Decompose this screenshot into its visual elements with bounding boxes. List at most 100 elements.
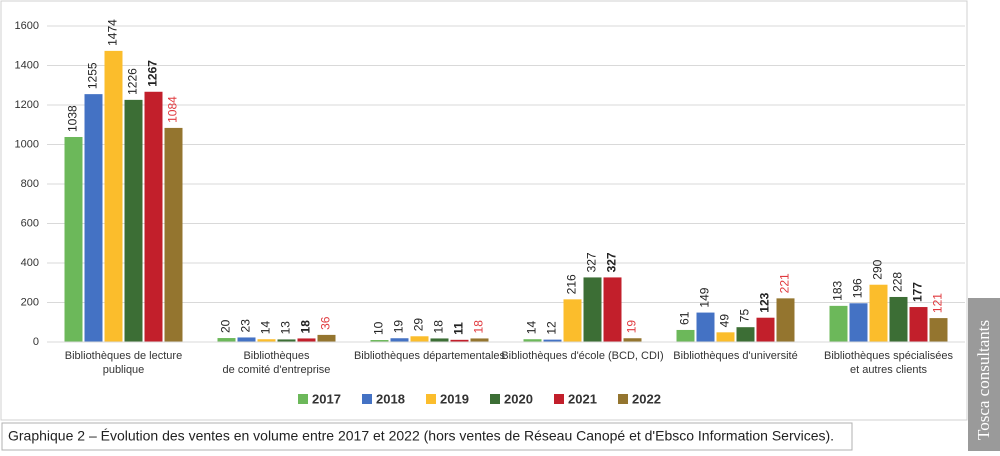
value-label: 75 xyxy=(738,309,752,323)
value-label: 1474 xyxy=(106,19,120,46)
value-label: 121 xyxy=(931,293,945,313)
legend-swatch xyxy=(298,394,308,404)
value-label: 1226 xyxy=(126,68,140,95)
legend-label: 2018 xyxy=(376,391,405,406)
bar xyxy=(696,312,715,342)
bar xyxy=(583,277,602,342)
x-tick-label: de comité d'entreprise xyxy=(223,364,331,376)
value-label: 221 xyxy=(778,273,792,293)
value-label: 14 xyxy=(525,321,539,335)
y-tick-label: 800 xyxy=(21,178,39,190)
x-tick-label: et autres clients xyxy=(850,364,928,376)
value-label: 12 xyxy=(545,321,559,335)
bar xyxy=(470,338,489,342)
y-tick-label: 1000 xyxy=(15,138,39,150)
legend-label: 2017 xyxy=(312,391,341,406)
value-label: 18 xyxy=(299,320,313,334)
value-label: 23 xyxy=(239,319,253,333)
bar xyxy=(776,298,795,342)
value-label: 29 xyxy=(412,318,426,332)
bar xyxy=(64,136,83,342)
x-tick-label: Bibliothèques d'université xyxy=(673,350,797,362)
bar xyxy=(736,327,755,342)
x-tick-label: Bibliothèques spécialisées xyxy=(824,350,954,362)
legend-swatch xyxy=(426,394,436,404)
value-label: 49 xyxy=(718,314,732,328)
bar xyxy=(297,338,316,342)
value-label: 327 xyxy=(605,252,619,272)
value-label: 183 xyxy=(831,281,845,301)
x-tick-label: Bibliothèques départementales xyxy=(354,350,506,362)
bar xyxy=(543,339,562,342)
bar xyxy=(164,127,183,342)
y-tick-label: 0 xyxy=(33,336,39,348)
bar xyxy=(849,303,868,342)
legend-label: 2022 xyxy=(632,391,661,406)
x-tick-label: publique xyxy=(103,364,145,376)
bar xyxy=(317,334,336,342)
legend-swatch xyxy=(490,394,500,404)
legend-swatch xyxy=(618,394,628,404)
value-label: 1038 xyxy=(66,105,80,132)
bar xyxy=(523,339,542,342)
bar xyxy=(869,284,888,342)
legend-swatch xyxy=(362,394,372,404)
bar xyxy=(124,99,143,343)
value-label: 61 xyxy=(678,311,692,325)
bar xyxy=(217,338,236,342)
bar xyxy=(889,296,908,342)
value-label: 149 xyxy=(698,287,712,307)
bar xyxy=(390,338,409,342)
bar xyxy=(929,318,948,342)
bar xyxy=(144,91,163,342)
bar xyxy=(430,338,449,342)
value-label: 11 xyxy=(452,322,466,335)
legend-swatch xyxy=(554,394,564,404)
bar xyxy=(563,299,582,342)
bar xyxy=(410,336,429,342)
caption: Graphique 2 – Évolution des ventes en vo… xyxy=(8,428,834,444)
bar xyxy=(716,332,735,342)
value-label: 123 xyxy=(758,292,772,312)
y-tick-label: 600 xyxy=(21,217,39,229)
value-label: 18 xyxy=(432,320,446,334)
bar xyxy=(829,305,848,342)
value-label: 19 xyxy=(625,320,639,334)
bar xyxy=(257,339,276,342)
bar xyxy=(84,94,103,342)
value-label: 20 xyxy=(219,319,233,333)
value-label: 1255 xyxy=(86,62,100,89)
x-tick-label: Bibliothèques d'école (BCD, CDI) xyxy=(501,350,663,362)
value-label: 290 xyxy=(871,259,885,279)
y-tick-label: 1400 xyxy=(15,59,39,71)
value-label: 196 xyxy=(851,278,865,298)
legend-label: 2021 xyxy=(568,391,597,406)
bar xyxy=(623,338,642,342)
value-label: 10 xyxy=(372,321,386,335)
value-label: 1267 xyxy=(146,60,160,87)
y-tick-label: 200 xyxy=(21,296,39,308)
bar xyxy=(756,317,775,342)
bar xyxy=(909,307,928,342)
value-label: 327 xyxy=(585,252,599,272)
value-label: 13 xyxy=(279,321,293,335)
value-label: 19 xyxy=(392,320,406,334)
value-label: 228 xyxy=(891,272,905,292)
y-tick-label: 1600 xyxy=(15,20,39,32)
legend-label: 2020 xyxy=(504,391,533,406)
bar xyxy=(237,337,256,342)
y-tick-label: 1200 xyxy=(15,99,39,111)
value-label: 14 xyxy=(259,321,273,335)
value-label: 36 xyxy=(319,316,333,330)
side-label: Tosca consultants xyxy=(974,320,993,440)
value-label: 216 xyxy=(565,274,579,294)
legend-label: 2019 xyxy=(440,391,469,406)
caption-box xyxy=(1,422,853,451)
x-tick-label: Bibliothèques de lecture xyxy=(65,350,182,362)
value-label: 1084 xyxy=(166,96,180,123)
bar xyxy=(676,329,695,342)
side-band xyxy=(968,298,1000,451)
bar xyxy=(603,277,622,342)
value-label: 18 xyxy=(472,320,486,334)
